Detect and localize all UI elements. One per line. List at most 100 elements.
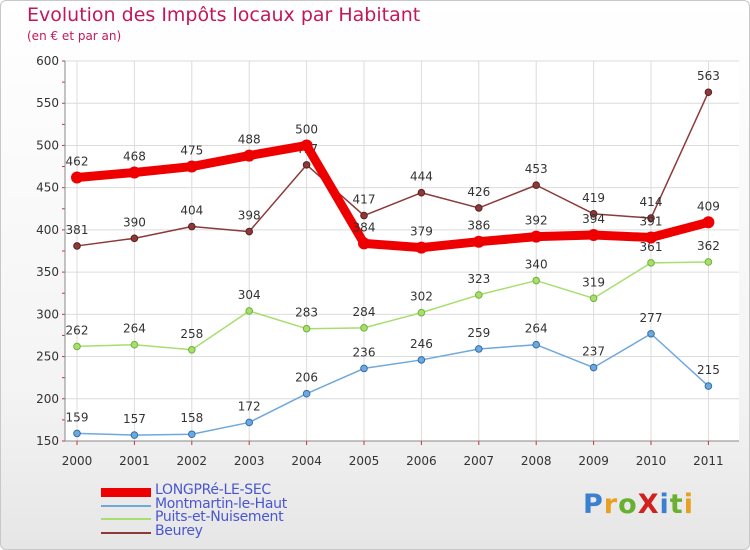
data-label: 237 [582,345,605,359]
legend-swatch [101,531,151,534]
logo-letter: r [603,489,619,520]
logo-letter: t [669,489,684,520]
data-label: 264 [525,322,548,336]
data-point [475,204,483,212]
data-label: 159 [66,410,89,424]
data-point [645,231,657,244]
data-label: 394 [582,212,605,226]
data-label: 426 [467,185,490,199]
x-tick-label: 2011 [693,454,724,468]
logo-letter: i [659,489,670,520]
data-point [532,276,541,285]
data-point [530,230,543,243]
logo-letter: o [618,489,638,520]
data-label: 362 [697,239,720,253]
legend-swatch [101,518,151,520]
data-point [704,382,713,390]
data-point [589,210,598,218]
data-label: 283 [295,306,318,320]
series-line-longpr-le-sec [72,140,713,253]
data-point [302,389,311,398]
data-label: 319 [582,275,605,289]
data-label: 398 [238,209,261,223]
data-point [589,294,598,303]
y-tick-label: 450 [36,181,59,195]
data-point [417,356,426,364]
data-point [415,241,428,254]
data-label: 414 [640,195,663,209]
data-label: 391 [640,214,663,228]
data-label: 563 [697,69,720,83]
data-point [245,307,253,315]
data-label: 284 [353,305,376,319]
data-point [532,181,541,189]
x-tick-label: 2009 [578,454,609,468]
data-label: 158 [180,411,203,425]
y-tick-label: 500 [36,138,59,152]
data-point [360,324,368,332]
x-tick-label: 2005 [349,454,380,468]
data-point [243,149,256,162]
data-point [245,418,253,427]
y-tick-label: 550 [36,96,59,110]
y-tick-label: 300 [36,307,59,321]
x-tick-label: 2006 [406,454,437,468]
data-label: 419 [582,191,605,205]
data-point [185,160,198,173]
chart-subtitle: (en € et par an) [27,29,122,43]
data-label: 381 [66,223,89,237]
y-tick-label: 350 [36,265,59,279]
y-tick-label: 400 [36,223,59,237]
legend-label: Puits-et-Nuisement [155,509,284,525]
data-point [475,345,483,353]
series-line-puits-et-nuisement [76,261,710,351]
data-point [647,214,655,222]
data-label: 468 [123,149,146,163]
plot-area [65,61,739,441]
data-label: 488 [238,133,261,147]
data-label: 206 [295,371,318,385]
data-point [360,211,368,220]
x-tick-label: 2001 [119,454,150,468]
data-point [589,363,598,372]
y-tick-label: 600 [36,54,59,68]
data-label: 462 [66,155,89,169]
chart-title: Evolution des Impôts locaux par Habitant [27,4,421,26]
data-point [188,222,196,231]
data-label: 258 [180,327,203,341]
data-label: 215 [697,363,720,377]
data-point [302,324,311,333]
y-tick-label: 200 [36,392,59,406]
data-point [475,291,483,299]
data-label: 409 [697,199,720,213]
legend-swatch [101,504,151,507]
data-point [704,258,713,266]
data-label: 172 [238,399,261,413]
data-point [73,429,81,438]
data-label: 404 [180,204,203,218]
data-label: 323 [467,272,490,286]
data-point [360,364,368,373]
y-tick-label: 150 [36,434,59,448]
data-point [73,242,81,250]
proxiti-logo: ProXiti [583,489,694,520]
data-point [587,228,600,241]
data-label: 264 [123,322,146,336]
data-label: 259 [467,326,490,340]
data-label: 157 [123,412,146,426]
data-point [71,171,83,184]
data-point [358,237,370,250]
data-label: 304 [238,288,261,302]
data-point [188,346,196,354]
data-label: 302 [410,290,433,304]
legend-swatch [101,488,151,497]
data-point [188,430,196,439]
data-label: 236 [353,345,376,359]
data-label: 444 [410,170,433,184]
data-point [73,342,81,351]
data-label: 361 [640,240,663,254]
legend-label: Montmartin-le-Haut [155,495,287,512]
data-point [647,329,655,338]
